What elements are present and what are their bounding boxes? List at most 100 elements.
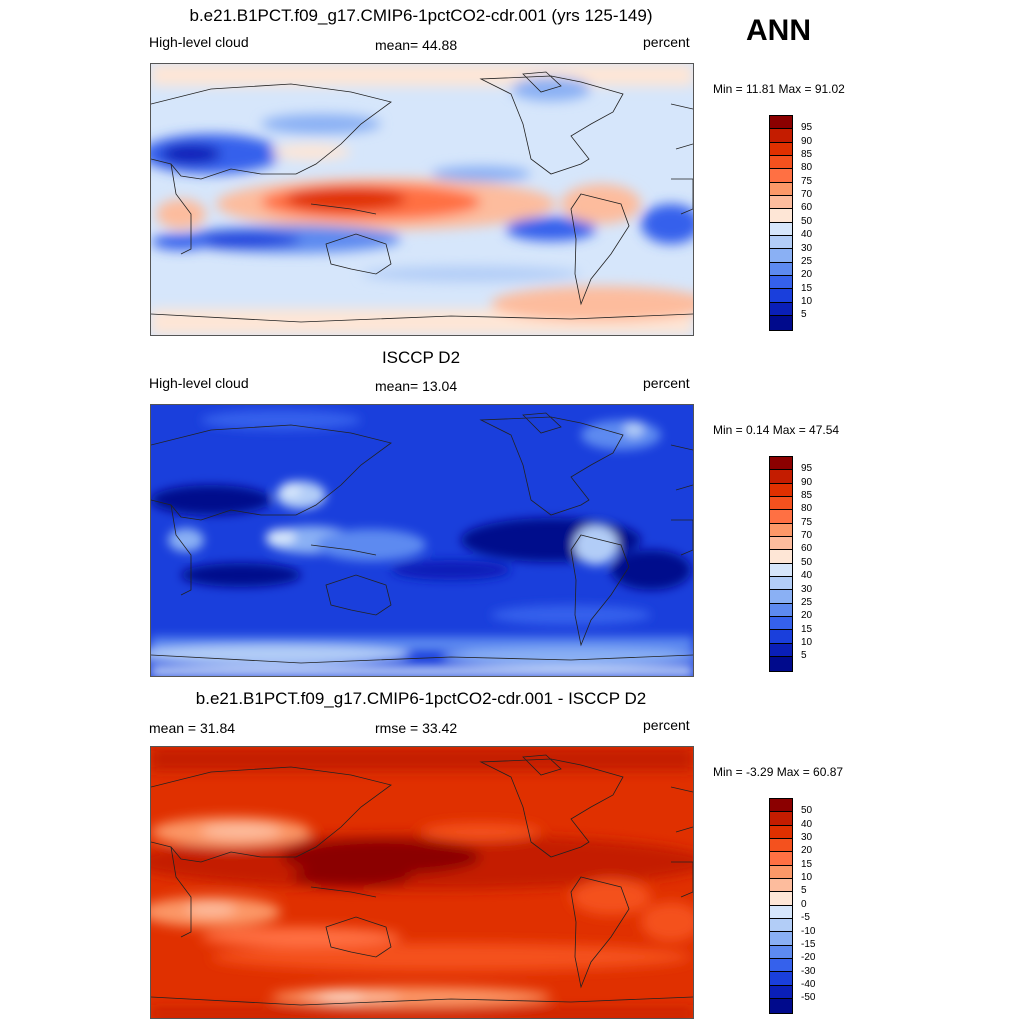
colorbar-swatch (770, 563, 792, 578)
panel-2-variable-label: High-level cloud (149, 375, 249, 391)
colorbar-swatch (770, 316, 792, 330)
colorbar-swatch (770, 142, 792, 157)
colorbar-swatch (770, 852, 792, 866)
colorbar-tick-label: 80 (801, 162, 813, 174)
panel-1-mean-label: mean= 44.88 (375, 37, 458, 53)
colorbar-tick-label: 10 (801, 872, 813, 884)
panel-3-rmse-label: rmse = 33.42 (375, 720, 458, 736)
colorbar-swatch (770, 972, 792, 986)
colorbar-tick-label: 70 (801, 189, 813, 201)
colorbar-tick-label: 40 (801, 570, 813, 582)
colorbar-swatch (770, 196, 792, 210)
colorbar-swatch (770, 302, 792, 317)
colorbar-tick-label: 5 (801, 885, 807, 897)
colorbar-tick-label: 15 (801, 858, 813, 870)
panel-2-minmax: Min = 0.14 Max = 47.54 (713, 423, 840, 437)
panel-1-colorbar (769, 115, 793, 331)
colorbar-tick-label: 85 (801, 490, 813, 502)
panel-1-title: b.e21.B1PCT.f09_g17.CMIP6-1pctCO2-cdr.00… (189, 6, 653, 25)
colorbar-tick-label: -10 (801, 925, 816, 937)
colorbar-swatch (770, 812, 792, 826)
colorbar-tick-label: 50 (801, 556, 813, 568)
colorbar-tick-label: 95 (801, 463, 813, 475)
colorbar-tick-label: -20 (801, 952, 816, 964)
panel-3-title: b.e21.B1PCT.f09_g17.CMIP6-1pctCO2-cdr.00… (195, 689, 647, 708)
colorbar-swatch (770, 865, 792, 880)
colorbar-tick-label: 10 (801, 636, 813, 648)
colorbar-swatch (770, 276, 792, 290)
panel-3-units-label: percent (643, 717, 690, 733)
panel-3-map (150, 746, 694, 1019)
colorbar-swatch (770, 892, 792, 906)
colorbar-swatch (770, 156, 792, 170)
colorbar-swatch (770, 825, 792, 840)
colorbar-swatch (770, 222, 792, 237)
panel-3-minmax: Min = -3.29 Max = 60.87 (713, 765, 844, 779)
colorbar-swatch (770, 985, 792, 1000)
colorbar-tick-label: 20 (801, 610, 813, 622)
colorbar-swatch (770, 643, 792, 658)
colorbar-swatch (770, 617, 792, 631)
colorbar-swatch (770, 483, 792, 498)
colorbar-tick-label: 15 (801, 623, 813, 635)
colorbar-tick-label: 60 (801, 543, 813, 555)
colorbar-swatch (770, 209, 792, 223)
colorbar-swatch (770, 236, 792, 250)
colorbar-swatch (770, 945, 792, 960)
colorbar-swatch (770, 590, 792, 604)
colorbar-swatch (770, 262, 792, 277)
colorbar-swatch (770, 182, 792, 197)
colorbar-tick-label: 95 (801, 122, 813, 134)
panel-2-colorbar (769, 456, 793, 672)
colorbar-swatch (770, 289, 792, 303)
colorbar-tick-label: 30 (801, 242, 813, 254)
colorbar-tick-label: 90 (801, 135, 813, 147)
season-label: ANN (746, 14, 811, 47)
panel-2-title: ISCCP D2 (381, 348, 461, 367)
colorbar-tick-label: 20 (801, 269, 813, 281)
colorbar-tick-label: 15 (801, 282, 813, 294)
colorbar-swatch (770, 510, 792, 524)
colorbar-tick-label: 85 (801, 149, 813, 161)
colorbar-tick-label: -5 (801, 912, 810, 924)
colorbar-swatch (770, 999, 792, 1013)
colorbar-tick-label: 0 (801, 898, 807, 910)
panel-2-mean-label: mean= 13.04 (375, 378, 458, 394)
colorbar-swatch (770, 129, 792, 143)
colorbar-tick-label: 40 (801, 818, 813, 830)
colorbar-swatch (770, 799, 792, 813)
colorbar-swatch (770, 577, 792, 591)
colorbar-swatch (770, 550, 792, 564)
colorbar-swatch (770, 537, 792, 551)
colorbar-tick-label: 30 (801, 832, 813, 844)
colorbar-tick-label: 75 (801, 175, 813, 187)
colorbar-swatch (770, 249, 792, 263)
colorbar-tick-label: 10 (801, 295, 813, 307)
colorbar-tick-label: 75 (801, 516, 813, 528)
colorbar-swatch (770, 839, 792, 853)
colorbar-swatch (770, 169, 792, 183)
colorbar-swatch (770, 879, 792, 893)
colorbar-tick-label: 60 (801, 202, 813, 214)
panel-1-units-label: percent (643, 34, 690, 50)
colorbar-tick-label: -15 (801, 938, 816, 950)
colorbar-swatch (770, 630, 792, 644)
colorbar-tick-label: -30 (801, 965, 816, 977)
colorbar-swatch (770, 523, 792, 538)
panel-1-minmax: Min = 11.81 Max = 91.02 (713, 82, 845, 96)
colorbar-tick-label: -50 (801, 992, 816, 1004)
colorbar-tick-label: 80 (801, 503, 813, 515)
colorbar-swatch (770, 657, 792, 671)
panel-2-units-label: percent (643, 375, 690, 391)
colorbar-swatch (770, 497, 792, 511)
panel-3-colorbar (769, 798, 793, 1014)
colorbar-tick-label: 70 (801, 530, 813, 542)
colorbar-tick-label: 25 (801, 596, 813, 608)
colorbar-swatch (770, 959, 792, 973)
colorbar-swatch (770, 932, 792, 946)
panel-2-map (150, 404, 694, 677)
colorbar-tick-label: 40 (801, 229, 813, 241)
panel-1-variable-label: High-level cloud (149, 34, 249, 50)
colorbar-tick-label: 20 (801, 845, 813, 857)
colorbar-swatch (770, 603, 792, 618)
